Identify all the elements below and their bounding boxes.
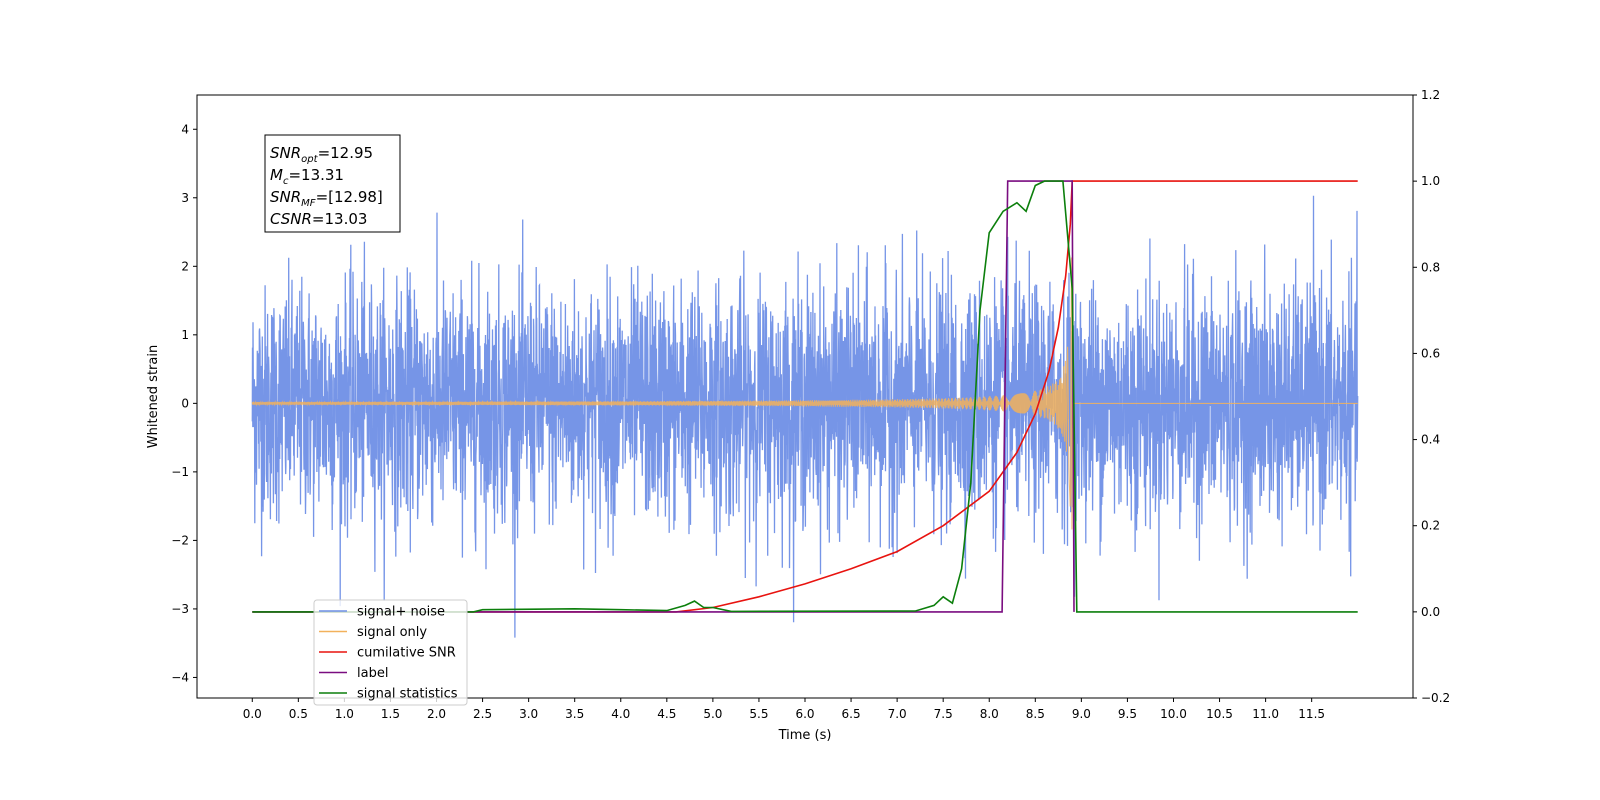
y-axis-right: −0.2 0.0 0.2 0.4 0.6 0.8 1.0 1.2 [1413,88,1450,705]
y-right-tick-label: −0.2 [1421,691,1450,705]
series-signal-only [251,257,1358,530]
x-tick-label: 1.5 [381,707,400,721]
x-tick-label: 4.0 [611,707,630,721]
x-axis: 0.0 0.5 1.0 1.5 2.0 2.5 3.0 3.5 4.0 4.5 5.0 5.5 6.0 6… [243,698,1325,721]
x-tick-label: 10.5 [1206,707,1233,721]
x-tick-label: 6.0 [795,707,814,721]
y-right-tick-label: 0.6 [1421,346,1440,360]
series-signal-noise [251,195,1359,638]
annotation-line: Mc=13.31 [270,166,344,187]
x-tick-label: 0.0 [243,707,262,721]
signal-noise-line [251,195,1359,638]
x-tick-label: 6.5 [842,707,861,721]
legend-frame [313,599,468,706]
y-tick-label: −2 [171,533,189,547]
right-axis-series [252,180,1358,613]
y-tick-label: 3 [181,191,189,205]
y-right-tick-label: 0.4 [1421,433,1440,447]
y-tick-label: 2 [181,259,189,273]
x-tick-label: 11.0 [1252,707,1279,721]
x-tick-label: 9.5 [1118,707,1137,721]
x-tick-label: 11.5 [1298,707,1325,721]
x-tick-label: 5.5 [749,707,768,721]
y-tick-label: −3 [171,602,189,616]
y-right-tick-label: 1.0 [1421,174,1440,188]
x-tick-label: 5.0 [703,707,722,721]
y-right-tick-label: 0.0 [1421,605,1440,619]
x-tick-label: 10.0 [1160,707,1187,721]
x-tick-label: 8.0 [980,707,999,721]
y-right-tick-label: 0.2 [1421,519,1440,533]
annotation-line: SNRopt=12.95 [270,144,373,165]
legend-entry: signal+ noise [357,605,445,620]
legend-entry: label [357,666,388,681]
annotation-line: SNRMF=[12.98] [270,188,383,209]
y-tick-label: 1 [181,328,189,342]
annotation-box: SNRopt=12.95Mc=13.31SNRMF=[12.98]CSNR=13… [264,134,401,233]
series-signal-statistics [252,180,1358,613]
legend-entry: signal only [357,625,427,640]
y-right-tick-label: 1.2 [1421,88,1440,102]
y-tick-label: 0 [181,396,189,410]
annotation-line: CSNR=13.03 [270,210,367,228]
y-right-tick-label: 0.8 [1421,260,1440,274]
x-tick-label: 2.0 [427,707,446,721]
x-tick-label: 8.5 [1026,707,1045,721]
y-tick-label: −4 [171,670,189,684]
y-tick-label: −1 [171,465,189,479]
signal-only-line [251,257,1358,530]
annotation-frame [264,134,401,233]
x-tick-label: 9.0 [1072,707,1091,721]
legend: signal+ noise signal only cumilative SNR la… [313,599,468,706]
x-tick-label: 0.5 [289,707,308,721]
x-tick-label: 2.5 [473,707,492,721]
x-tick-label: 4.5 [657,707,676,721]
x-tick-label: 1.0 [335,707,354,721]
x-axis-label: Time (s) [778,728,832,743]
y-tick-label: 4 [181,122,189,136]
x-tick-label: 7.0 [888,707,907,721]
x-tick-label: 7.5 [934,707,953,721]
legend-entry: signal statistics [357,687,458,702]
x-tick-label: 3.0 [519,707,538,721]
y-axis-label: Whitened strain [146,345,161,448]
x-tick-label: 3.5 [565,707,584,721]
series-cumilative-snr [252,180,1358,613]
y-axis-left: −4 −3 −2 −1 0 1 2 3 4 [171,122,197,684]
legend-entry: cumilative SNR [357,646,456,661]
